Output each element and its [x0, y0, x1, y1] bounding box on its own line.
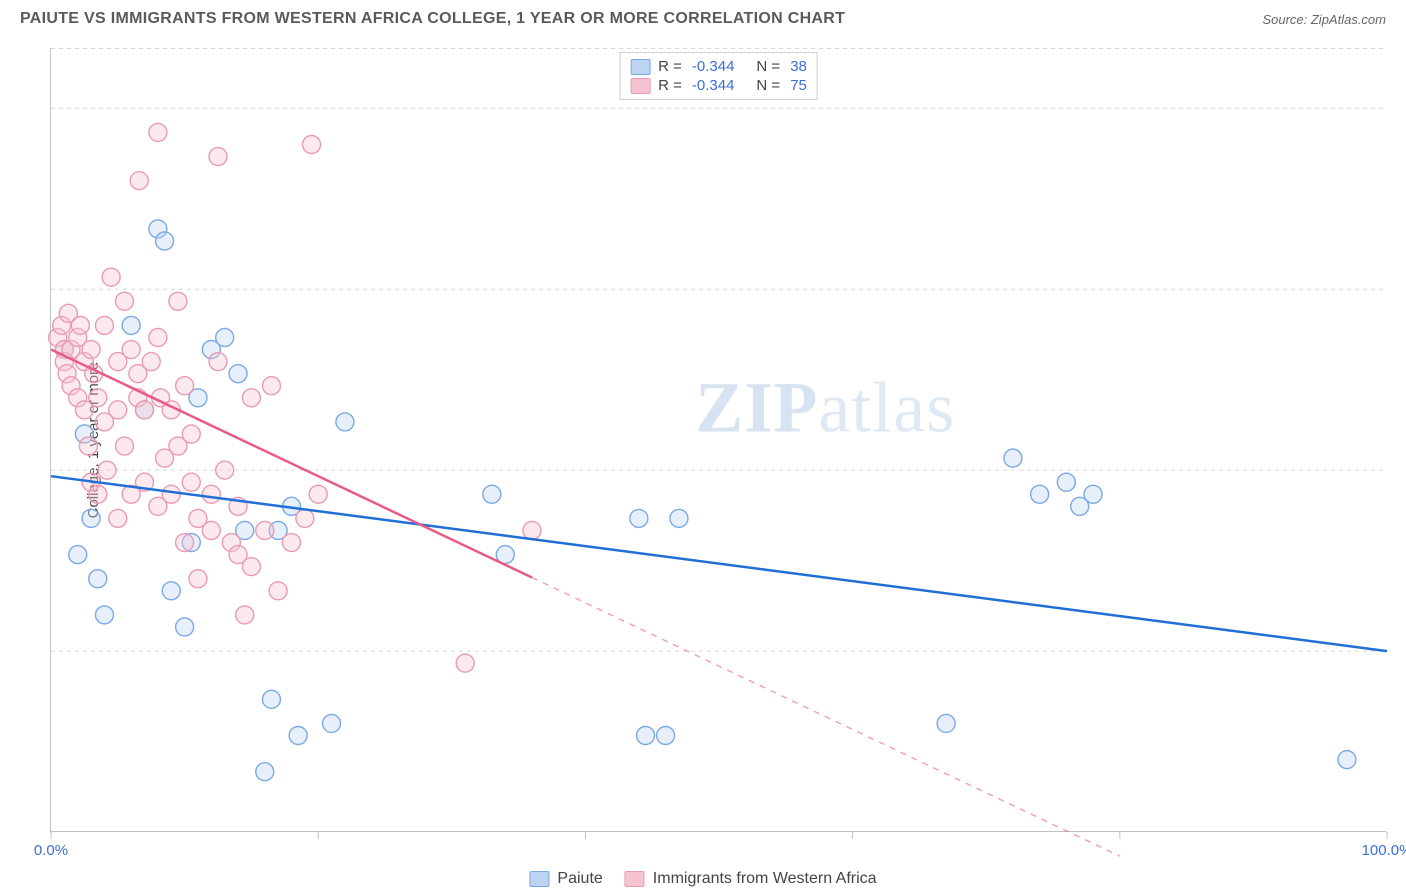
legend-n-value: 38: [790, 58, 807, 75]
legend-item-label: Immigrants from Western Africa: [653, 870, 877, 888]
legend-swatch-icon: [529, 871, 549, 887]
legend-n-label: N =: [756, 77, 780, 94]
legend-series: Paiute Immigrants from Western Africa: [529, 870, 876, 888]
source-name: ZipAtlas.com: [1311, 12, 1386, 27]
legend-r-label: R =: [658, 58, 682, 75]
legend-swatch-icon: [630, 78, 650, 94]
chart-source: Source: ZipAtlas.com: [1262, 12, 1386, 27]
legend-r-value: -0.344: [692, 58, 735, 75]
legend-r-label: R =: [658, 77, 682, 94]
legend-item: Immigrants from Western Africa: [625, 870, 877, 888]
source-prefix: Source:: [1262, 12, 1310, 27]
x-tick-label: 0.0%: [34, 842, 68, 859]
legend-item-label: Paiute: [557, 870, 602, 888]
legend-stat-row: R = -0.344 N = 75: [630, 76, 807, 95]
legend-item: Paiute: [529, 870, 602, 888]
chart-title: PAIUTE VS IMMIGRANTS FROM WESTERN AFRICA…: [20, 10, 845, 28]
plot-area: College, 1 year or more ZIPatlas R =-0.3…: [50, 48, 1386, 832]
legend-n-value: 75: [790, 77, 807, 94]
plot-svg: [51, 48, 1386, 831]
legend-stats: R = -0.344 N = 38 R = -0.344 N = 75: [619, 52, 818, 100]
legend-n-label: N =: [756, 58, 780, 75]
legend-swatch-icon: [625, 871, 645, 887]
x-tick-label: 100.0%: [1362, 842, 1406, 859]
legend-swatch-icon: [630, 59, 650, 75]
legend-stat-row: R = -0.344 N = 38: [630, 57, 807, 76]
legend-r-value: -0.344: [692, 77, 735, 94]
